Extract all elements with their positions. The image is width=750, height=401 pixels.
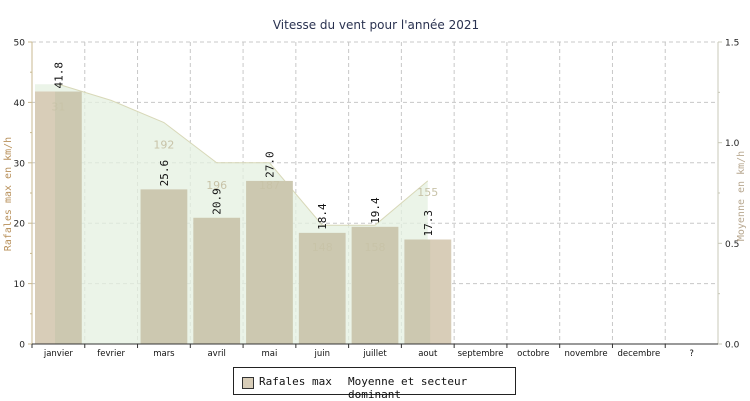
bar-value-label: 20.9 — [211, 188, 224, 215]
bar-value-label: 27.0 — [263, 151, 276, 178]
y2-tick-label: 1.5 — [725, 39, 739, 49]
y2-tick-label: 0.5 — [725, 240, 739, 250]
bar-juillet — [351, 226, 399, 344]
sector-label: 31 — [51, 100, 65, 113]
y-tick-label: 0 — [19, 341, 25, 351]
chart-title: Vitesse du vent pour l'année 2021 — [273, 18, 479, 32]
y-tick-label: 40 — [14, 99, 26, 109]
average-line — [58, 83, 429, 226]
x-tick-label-aout: aout — [418, 349, 438, 359]
y2-tick-label: 0.0 — [725, 341, 740, 351]
data-labels: 31 192 196 187 148 158 155 41.8 25.6 20.9 27.0 18.4… — [51, 62, 438, 254]
y-tick-label: 50 — [14, 39, 26, 49]
y-axis-label: Rafales max en km/h — [3, 137, 14, 251]
x-tick-label-mai: mai — [262, 349, 278, 359]
x-tick-label-avril: avril — [207, 349, 225, 359]
x-tick-label-janvier: janvier — [43, 349, 74, 359]
legend-label-moyenne: Moyenne et secteur dominant — [348, 375, 468, 401]
y2-tick-label: 1.0 — [725, 139, 740, 149]
sector-label: 158 — [365, 241, 386, 254]
sector-label: 155 — [417, 186, 438, 199]
legend-label-rafales: Rafales max — [259, 375, 332, 388]
bar-avril — [193, 217, 241, 344]
x-tick-label-decembre: decembre — [617, 349, 660, 359]
y-tick-label: 30 — [14, 159, 26, 169]
x-tick-label-octobre: octobre — [517, 349, 549, 359]
x-tick-label-novembre: novembre — [565, 349, 608, 359]
x-tick-label-juillet: juillet — [362, 349, 387, 359]
sector-label: 196 — [206, 179, 227, 192]
bar-value-label: 41.8 — [52, 62, 65, 88]
sector-label: 192 — [153, 139, 174, 152]
x-tick-label-?: ? — [689, 349, 694, 359]
x-tick-label-septembre: septembre — [458, 349, 504, 359]
y-tick-label: 10 — [14, 280, 26, 290]
bars — [35, 91, 452, 344]
axes: 0 10 20 30 40 50 0.0 0.5 1.0 1.5 janvier fevrier mar… — [14, 39, 740, 360]
bar-juin — [298, 232, 346, 344]
x-tick-label-fevrier: fevrier — [97, 349, 125, 359]
bar-mars — [140, 189, 188, 344]
bar-value-label: 18.4 — [316, 203, 329, 230]
x-tick-label-mars: mars — [153, 349, 175, 359]
bar-aout-tint — [430, 239, 452, 344]
bar-value-label: 25.6 — [158, 160, 171, 187]
bar-value-label: 17.3 — [422, 210, 435, 237]
bar-mai — [246, 180, 293, 344]
sector-label: 187 — [259, 179, 280, 192]
sector-label: 148 — [312, 241, 333, 254]
x-tick-label-juin: juin — [313, 349, 330, 359]
bar-value-label: 19.4 — [369, 197, 382, 224]
y-tick-label: 20 — [14, 220, 26, 230]
y2-axis-label: Moyenne en km/h — [736, 151, 747, 241]
bar-janvier-tint — [35, 91, 55, 344]
legend-swatch-rafales — [242, 377, 254, 389]
legend: Rafales max Moyenne et secteur dominant — [233, 367, 516, 401]
